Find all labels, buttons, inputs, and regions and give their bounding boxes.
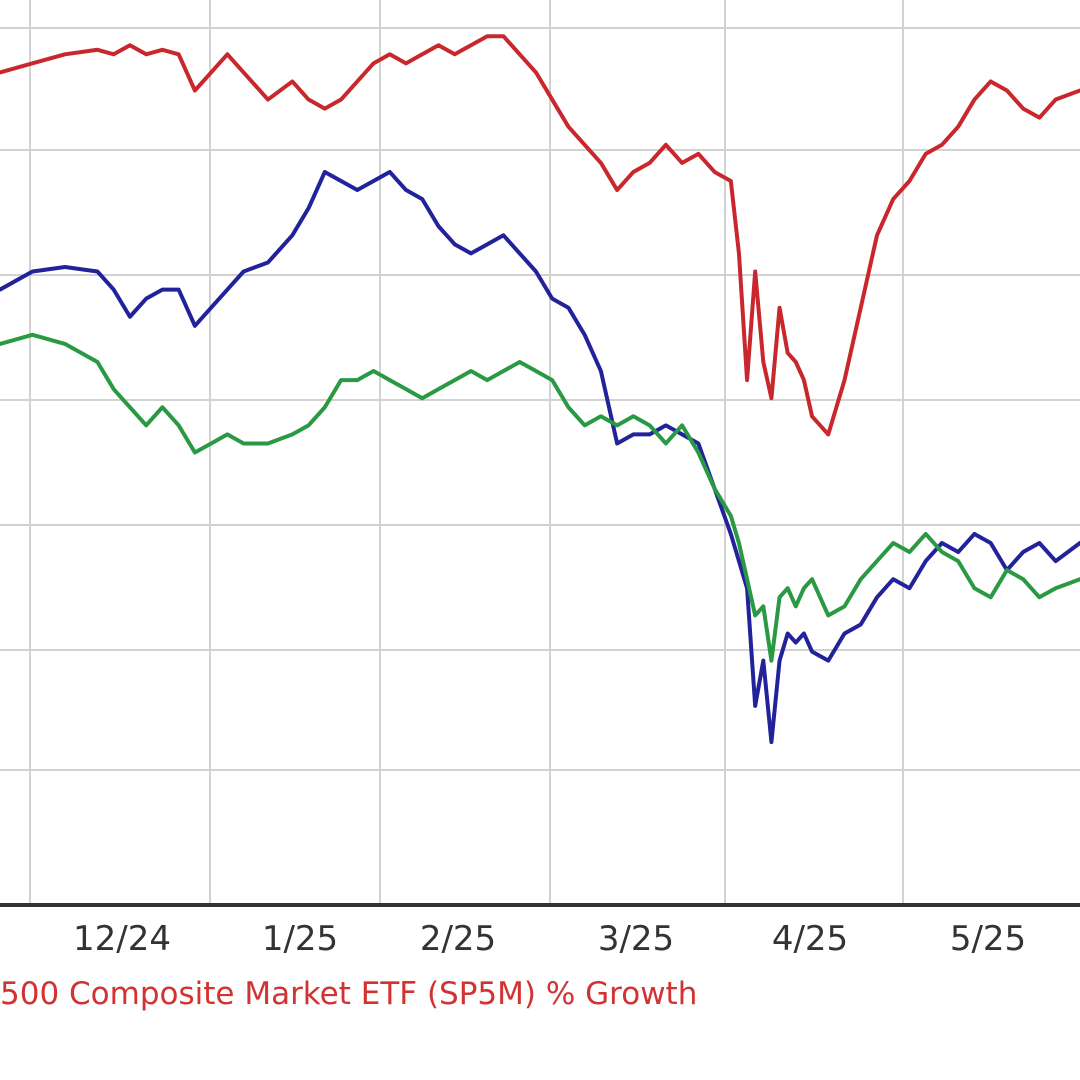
x-axis-tick-labels: 12/24 1/25 2/25 3/25 4/25 5/25 [73, 919, 1026, 959]
gridlines [0, 0, 1080, 905]
x-tick-label: 2/25 [420, 919, 496, 959]
x-tick-label: 4/25 [772, 919, 848, 959]
x-tick-label: 1/25 [262, 919, 338, 959]
series-line-1 [0, 34, 1080, 437]
series-line-3 [0, 332, 1080, 663]
series-lines [0, 34, 1080, 745]
series-line-2 [0, 169, 1080, 745]
x-tick-label: 3/25 [598, 919, 674, 959]
x-tick-label: 12/24 [73, 919, 171, 959]
x-tick-label: 5/25 [950, 919, 1026, 959]
legend-caption: 500 Composite Market ETF (SP5M) % Growth [0, 976, 697, 1012]
